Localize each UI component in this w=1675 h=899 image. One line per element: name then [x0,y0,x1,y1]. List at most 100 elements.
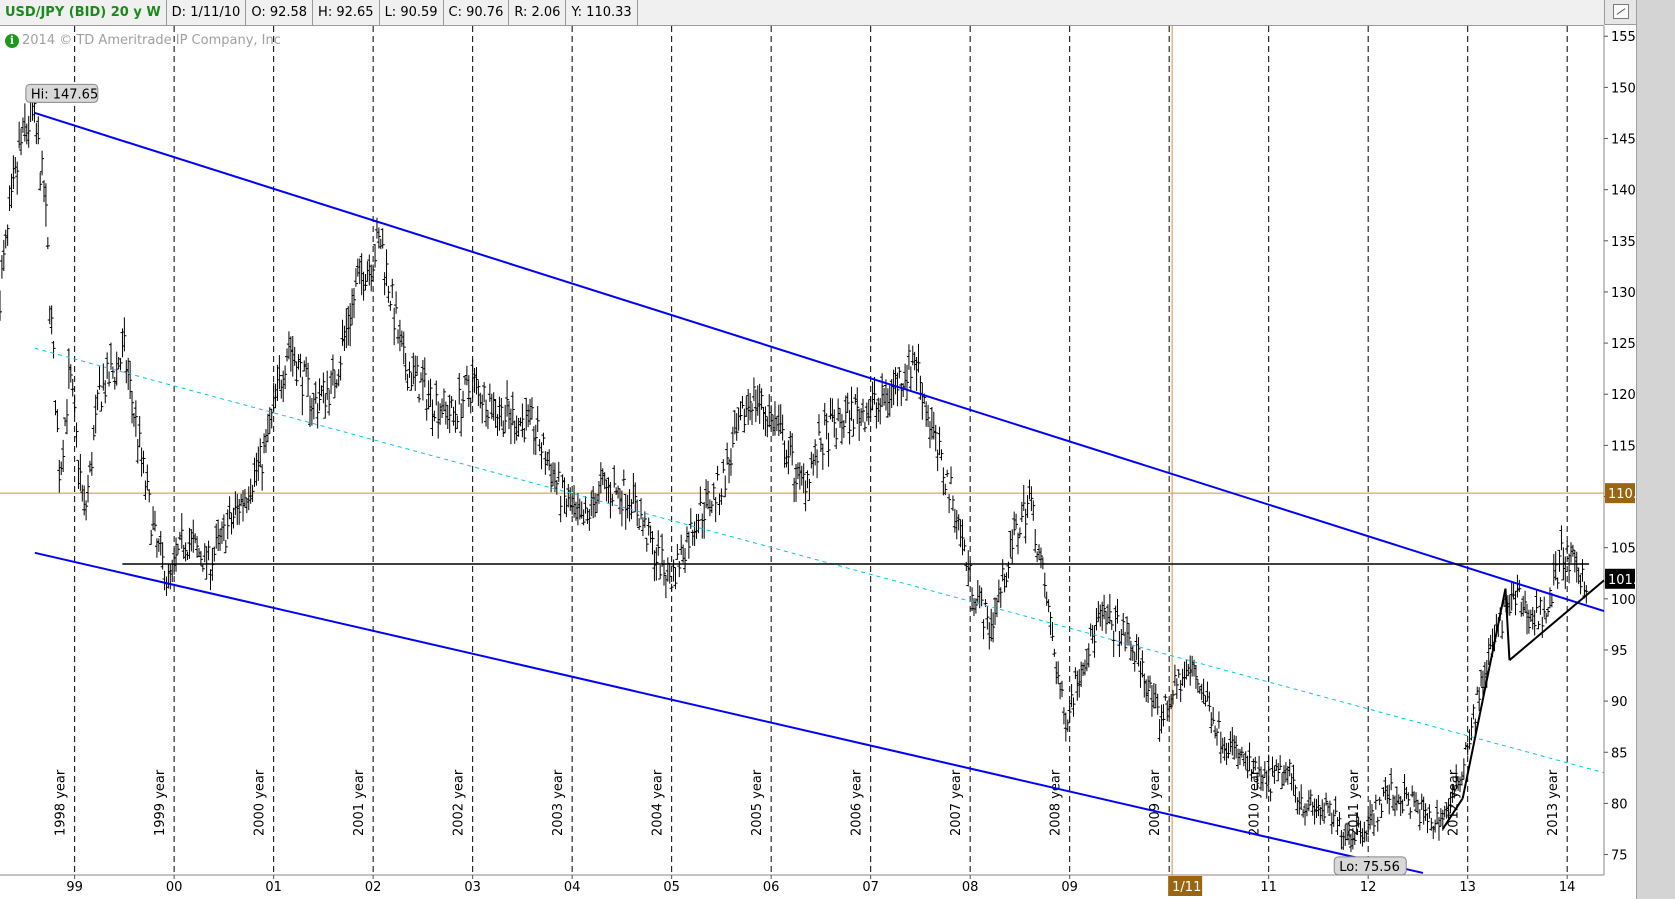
ohlc-bar [1557,549,1562,572]
ohlc-bar [485,409,490,429]
ohlc-bar [405,373,410,391]
price-axis[interactable] [1604,26,1636,899]
ohlc-bar [621,469,626,486]
trendline-channel-top[interactable] [34,111,1605,613]
ohlc-bar [1174,678,1179,699]
ohlc-bar [1278,755,1283,771]
ohlc-bar [918,375,923,400]
ohlc-bar [539,442,544,470]
ohlc-bar [70,378,75,397]
ohlc-bar [1017,527,1022,538]
ohlc-bar [738,401,743,421]
x-tick-label: 07 [862,880,879,895]
trendline-wedge-2[interactable] [1508,579,1605,661]
ohlc-bar [1115,598,1120,624]
ohlc-bar [1042,572,1047,598]
ohlc-bar [832,409,837,438]
trendline-rise-2[interactable] [1461,588,1507,799]
copyright-text: 2014 © TD Ameritrade IP Company, Inc [22,33,281,48]
ohlc-bar [95,389,100,411]
ohlc-bar [639,498,644,520]
trendline-wedge-1[interactable] [1504,588,1511,661]
ohlc-bar [1471,704,1476,720]
ohlc-bar [468,397,473,414]
ohlc-bar [510,391,515,426]
chart-settings-button[interactable] [1604,0,1636,25]
ohlc-bar [1004,572,1009,588]
ohlc-bar [949,466,954,485]
ohlc-bar [183,542,188,562]
ohlc-bar [1046,599,1051,613]
ohlc-bar [905,364,910,401]
y-tick-label: 100 [1611,593,1636,608]
ohlc-bar [298,353,303,378]
ohlc-bar [956,514,961,531]
ohlc-bar [1563,556,1568,590]
ohlc-bar [1580,559,1585,582]
ohlc-bar [380,228,385,249]
ohlc-bar [1060,680,1065,698]
ohlc-bar [711,482,716,500]
ohlc-bar [1239,746,1244,758]
trendline-channel-mid[interactable] [34,347,1605,774]
year-marker-label: 1998 year [54,769,69,836]
ohlc-bar [501,420,506,438]
ohlc-bar [269,408,274,429]
ohlc-bar [394,291,399,314]
ohlc-bar [1195,678,1200,693]
ohlc-bar [91,425,96,441]
ohlc-bar [122,317,127,352]
y-tick-label: 115 [1611,439,1636,454]
right-scroll-strip[interactable] [1636,0,1675,899]
ohlc-bar [805,470,810,489]
symbol-label[interactable]: USD/JPY (BID) 20 y W [0,0,167,25]
ohlc-bar [361,271,366,301]
info-icon[interactable]: i [5,33,19,48]
ohlc-bar [851,419,856,437]
ohlc-bar [650,531,655,555]
ohlc-bar [376,227,381,249]
ohlc-bar [353,268,358,287]
year-marker-label: 2007 year [949,769,964,836]
ohlc-bar [533,424,538,456]
year-marker-label: 2008 year [1049,769,1064,836]
ohlc-bar [482,382,487,403]
ohlc-bar [327,389,332,416]
ohlc-bar [1245,755,1250,779]
plot-area[interactable] [0,26,1604,875]
x-tick-label: 00 [166,880,183,895]
lo-label-box [1333,856,1407,876]
ohlc-bar [1373,794,1378,810]
ohlc-bar [696,513,701,534]
ohlc-bar [440,398,445,419]
ohlc-bar [409,372,414,391]
ohlc-bar [476,380,481,406]
ohlc-bar [520,403,525,438]
ohlc-bar [145,464,150,491]
ohlc-bar [323,394,328,419]
ohlc-bar [950,495,955,512]
year-marker-label: 2010 year [1248,769,1263,836]
ohlc-bar [503,404,508,433]
ohlc-bar [970,587,975,612]
ohlc-bar [206,540,211,561]
x-tick-label: 04 [564,880,581,895]
ohlc-bar [1226,742,1231,759]
ohlc-bar [1193,664,1198,689]
ohlc-bar [1201,678,1206,704]
ohlc-bar [945,469,950,477]
ohlc-bar [392,307,397,346]
ohlc-bar [686,531,691,559]
time-axis[interactable] [0,875,1604,899]
ohlc-bar [43,183,48,227]
ohlc-bar [1247,742,1252,771]
trendline-rise-1[interactable] [1441,797,1464,830]
trendline-channel-bottom[interactable] [34,551,1424,874]
year-marker-label: 2003 year [551,769,566,836]
ohlc-bar [612,465,617,488]
ohlc-bar [147,489,152,503]
ohlc-bar [644,537,649,552]
ohlc-bar [979,587,984,607]
ohlc-bar [780,414,785,441]
